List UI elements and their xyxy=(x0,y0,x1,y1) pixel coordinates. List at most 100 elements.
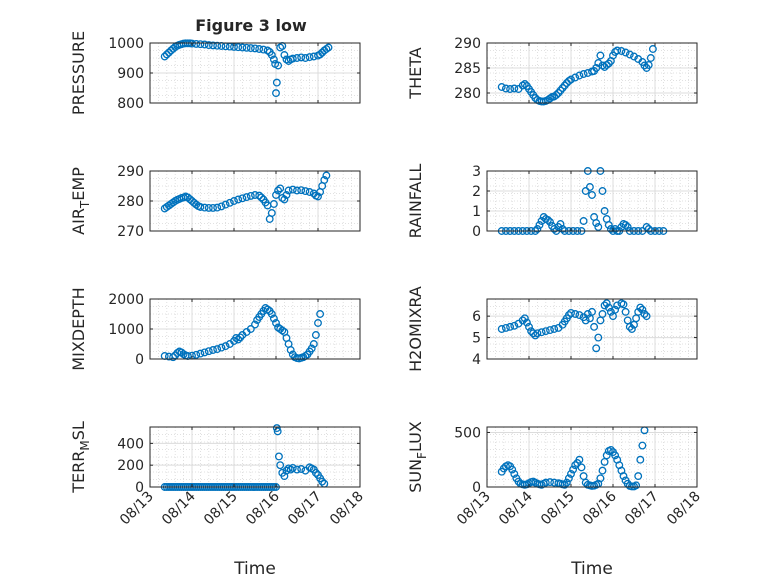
data-point xyxy=(564,474,573,483)
data-series xyxy=(497,45,657,106)
data-point xyxy=(520,80,529,88)
data-point xyxy=(522,318,531,327)
data-point xyxy=(497,83,506,91)
data-point xyxy=(263,46,272,55)
data-point xyxy=(276,184,285,193)
data-point xyxy=(278,326,287,335)
y-tick-label: 280 xyxy=(117,194,144,210)
x-tick-label: 08/15 xyxy=(201,489,241,529)
data-point xyxy=(196,40,205,49)
data-point xyxy=(204,347,213,356)
data-point xyxy=(274,61,283,70)
data-point xyxy=(273,427,282,436)
data-point xyxy=(324,43,333,52)
data-point xyxy=(510,321,519,330)
data-point xyxy=(293,465,301,474)
axes-box xyxy=(486,42,698,104)
data-point xyxy=(592,219,601,227)
data-point xyxy=(567,469,575,478)
data-point xyxy=(602,61,611,69)
data-point xyxy=(562,478,571,487)
data-point xyxy=(575,455,584,464)
data-point xyxy=(267,51,276,59)
data-point xyxy=(238,194,247,203)
data-point xyxy=(213,203,222,212)
data-point xyxy=(311,468,320,477)
data-point xyxy=(309,340,318,348)
data-point xyxy=(596,474,605,483)
data-point xyxy=(274,186,283,195)
data-point xyxy=(234,195,243,204)
y-axis-label: PRESSURE xyxy=(69,31,88,115)
x-tick-label: 08/16 xyxy=(580,488,620,528)
data-point xyxy=(546,326,554,335)
y-axis-label: RAINFALL xyxy=(406,164,425,239)
x-tick-label: 08/17 xyxy=(285,489,325,529)
subplot-4: 0 1 2 3 RAINFALL xyxy=(406,164,698,240)
data-point xyxy=(274,452,283,461)
x-axis-label: Time xyxy=(233,559,276,579)
data-point xyxy=(602,299,611,308)
data-point xyxy=(293,186,301,195)
data-point xyxy=(588,191,596,199)
y-tick-label: 2000 xyxy=(108,292,144,308)
data-point xyxy=(648,45,657,53)
y-tick-label: 1 xyxy=(472,204,481,220)
x-tick-label: 08/18 xyxy=(664,489,704,529)
data-point xyxy=(267,310,276,318)
x-tick-label: 08/15 xyxy=(538,489,578,529)
data-point xyxy=(598,466,607,475)
data-point xyxy=(213,41,222,50)
data-series xyxy=(160,171,331,223)
subplot-7: 08/13 08/14 08/15 08/16 08/17 08/180200400TER… xyxy=(69,421,367,579)
data-point xyxy=(188,39,196,48)
data-point xyxy=(307,344,316,353)
x-axis-label: Time xyxy=(570,559,613,579)
data-point xyxy=(305,53,314,62)
data-point xyxy=(257,193,266,202)
data-point xyxy=(272,78,281,87)
data-point xyxy=(282,191,291,199)
data-point xyxy=(213,345,222,354)
data-point xyxy=(543,216,552,224)
data-point xyxy=(623,223,632,231)
y-tick-label: 0 xyxy=(135,352,144,368)
data-point xyxy=(236,333,245,342)
data-point xyxy=(284,57,293,65)
data-point xyxy=(209,41,217,50)
data-point xyxy=(320,176,329,184)
data-point xyxy=(160,52,169,61)
data-point xyxy=(297,186,306,195)
data-point xyxy=(263,305,272,314)
data-point xyxy=(506,85,515,93)
data-point xyxy=(567,75,575,84)
data-point xyxy=(506,322,515,331)
data-point xyxy=(314,192,322,201)
data-point xyxy=(251,320,259,329)
axes-box xyxy=(486,298,698,360)
data-point xyxy=(276,43,285,52)
data-point xyxy=(636,303,645,312)
data-point xyxy=(594,333,603,342)
data-point xyxy=(162,50,171,59)
data-point xyxy=(598,187,607,195)
data-point xyxy=(588,307,596,316)
data-point xyxy=(192,200,201,209)
data-point xyxy=(501,84,510,93)
data-point xyxy=(217,202,226,211)
data-point xyxy=(246,325,255,333)
data-point xyxy=(592,344,601,353)
y-tick-label: 0 xyxy=(135,480,144,496)
y-tick-label: 5 xyxy=(472,331,481,347)
data-point xyxy=(569,465,578,474)
data-point xyxy=(625,50,634,59)
data-point xyxy=(535,221,544,229)
data-series xyxy=(160,304,325,363)
data-point xyxy=(531,331,540,340)
y-tick-label: 900 xyxy=(117,66,144,82)
axes-box xyxy=(149,426,361,488)
data-point xyxy=(560,480,569,489)
data-point xyxy=(556,220,565,228)
figure-title: Figure 3 low xyxy=(195,16,307,35)
data-point xyxy=(230,197,238,205)
